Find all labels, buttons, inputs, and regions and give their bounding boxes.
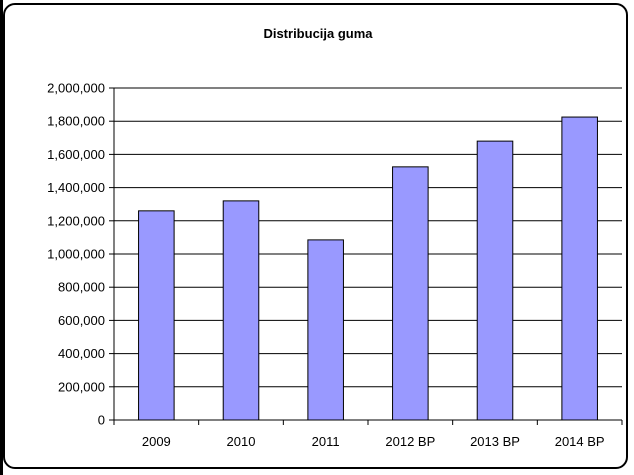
bar-2013-bp xyxy=(476,140,514,421)
y-tick-label: 600,000 xyxy=(58,313,105,328)
bar-2012-bp xyxy=(392,166,429,421)
y-tick-label: 1,400,000 xyxy=(47,180,105,195)
x-tick-label: 2010 xyxy=(227,434,256,449)
x-tick-label: 2012 BP xyxy=(385,434,435,449)
x-tick-label: 2014 BP xyxy=(555,434,605,449)
y-tick-label: 800,000 xyxy=(58,280,105,295)
y-axis-tick-labels: 0 200,000 400,000 600,000 800,000 1,000,000 1,… xyxy=(47,81,105,428)
y-tick-label: 0 xyxy=(98,413,105,428)
y-tick-label: 1,800,000 xyxy=(47,114,105,129)
axes xyxy=(109,87,623,425)
y-tick-label: 1,000,000 xyxy=(47,247,105,262)
y-tick-label: 200,000 xyxy=(58,379,105,394)
left-border-rule xyxy=(0,0,3,475)
chart-title: Distribucija guma xyxy=(263,26,373,41)
y-tick-label: 1,200,000 xyxy=(47,213,105,228)
x-axis-tick-labels: 2009 2010 2011 2012 BP 2013 BP 2014 BP xyxy=(142,434,605,449)
x-tick-label: 2013 BP xyxy=(470,434,520,449)
bar-2014-bp xyxy=(561,116,598,421)
bar-2010 xyxy=(222,200,260,421)
gridlines xyxy=(114,87,622,388)
y-tick-label: 400,000 xyxy=(58,346,105,361)
bar-2009 xyxy=(138,210,175,421)
bars xyxy=(138,116,598,421)
x-tick-label: 2009 xyxy=(142,434,171,449)
x-tick-label: 2011 xyxy=(312,434,340,449)
y-tick-label: 2,000,000 xyxy=(47,81,105,96)
y-tick-label: 1,600,000 xyxy=(47,147,105,162)
bar-2011 xyxy=(307,239,344,421)
